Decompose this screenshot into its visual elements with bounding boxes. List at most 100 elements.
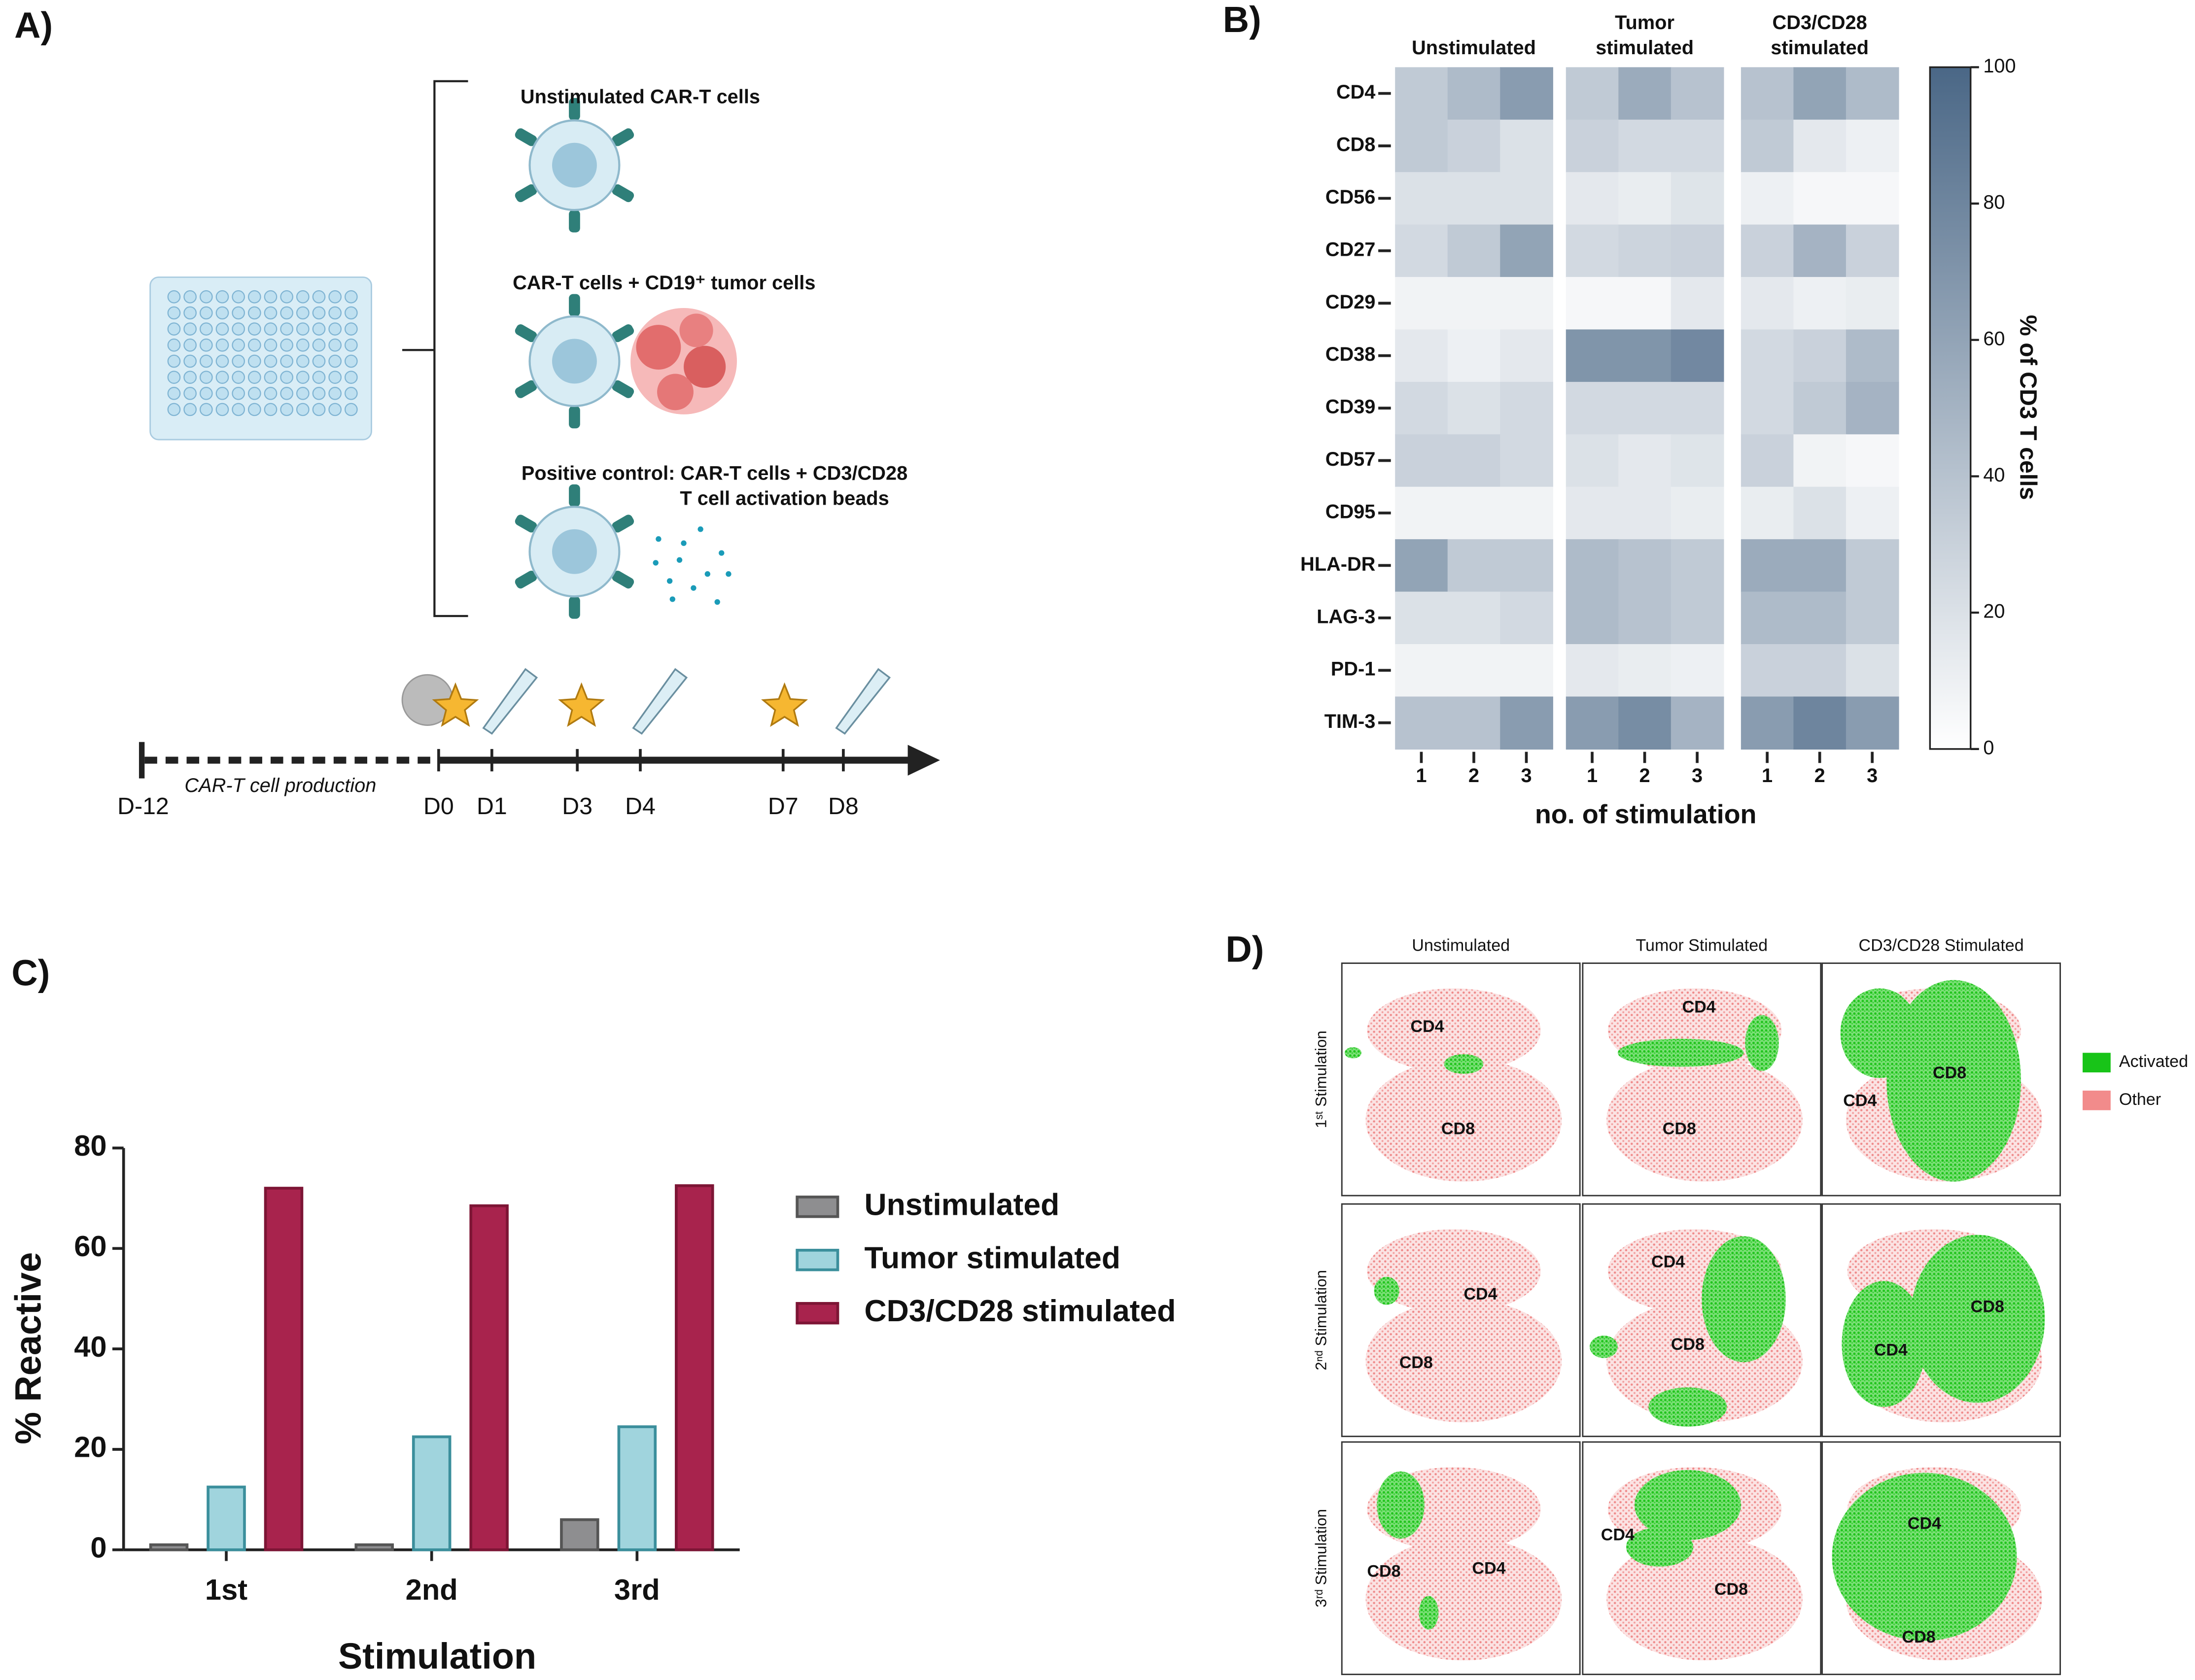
activated-cluster	[1648, 1387, 1727, 1427]
heat-cell	[1793, 67, 1847, 120]
nucleus	[552, 142, 597, 188]
heat-cell	[1846, 696, 1899, 750]
well	[232, 403, 245, 416]
bar	[617, 1425, 657, 1551]
condition-label: CAR-T cells + CD19⁺ tumor cells	[513, 272, 815, 294]
well	[264, 386, 278, 400]
heat-cell	[1395, 329, 1448, 383]
well	[215, 354, 229, 368]
heat-cell	[1793, 591, 1847, 645]
heat-cell	[1566, 591, 1619, 645]
heat-cell	[1395, 67, 1448, 120]
heat-cell	[1793, 224, 1847, 278]
heat-cell	[1618, 119, 1672, 173]
group-title: Tumor	[1615, 12, 1674, 34]
row-label: CD29	[1325, 291, 1376, 313]
timeline-arrow	[907, 745, 940, 776]
well	[344, 290, 358, 304]
activated-cluster	[1910, 1234, 2045, 1403]
row-label: TIM-3	[1324, 711, 1376, 732]
other-cluster	[1606, 1537, 1803, 1661]
heat-cell	[1395, 381, 1448, 435]
receptor	[569, 98, 580, 121]
heat-cell	[1618, 329, 1672, 383]
legend-swatch	[2083, 1053, 2111, 1073]
y-tick-label: 40	[74, 1330, 106, 1363]
well	[167, 290, 181, 304]
day-label: D3	[562, 793, 592, 820]
well	[247, 354, 261, 368]
bead	[666, 578, 673, 584]
heat-cell	[1793, 172, 1847, 225]
bar	[469, 1204, 509, 1551]
well	[199, 386, 213, 400]
heat-cell	[1846, 329, 1899, 383]
col-label: 3	[1867, 765, 1878, 787]
receptor	[515, 514, 537, 533]
row-label: CD38	[1325, 343, 1376, 365]
legend-swatch	[796, 1249, 839, 1271]
row-title: 1ˢᵗ Stimulation	[1313, 1030, 1330, 1128]
legend-swatch	[796, 1196, 839, 1218]
cluster-label: CD8	[1441, 1120, 1475, 1138]
y-tick-label: 0	[90, 1531, 106, 1564]
cluster-label: CD8	[1933, 1063, 1966, 1082]
heat-cell	[1447, 172, 1501, 225]
well	[328, 371, 342, 384]
other-cluster	[1365, 1299, 1562, 1423]
heat-cell	[1671, 696, 1724, 750]
heat-cell	[1793, 486, 1847, 540]
heat-cell	[1500, 591, 1553, 645]
bar	[560, 1518, 599, 1551]
well	[344, 386, 358, 400]
well	[328, 290, 342, 304]
cluster-label: CD8	[1399, 1353, 1433, 1372]
well	[183, 403, 197, 416]
column-title: CD3/CD28 Stimulated	[1858, 936, 2023, 955]
x-tick-label: 1st	[205, 1573, 247, 1606]
heat-cell	[1566, 539, 1619, 592]
heat-cell	[1671, 119, 1724, 173]
bar	[675, 1184, 714, 1551]
well	[183, 322, 197, 336]
well	[167, 322, 181, 336]
well	[215, 322, 229, 336]
x-axis-label: Stimulation	[338, 1636, 536, 1677]
heat-cell	[1671, 329, 1724, 383]
activated-cluster	[1840, 988, 1919, 1078]
day-label: D1	[477, 793, 507, 820]
well	[280, 322, 294, 336]
heat-cell	[1500, 119, 1553, 173]
heat-cell	[1671, 224, 1724, 278]
well	[183, 306, 197, 320]
heat-cell	[1741, 486, 1794, 540]
x-tick-label: 3rd	[614, 1573, 660, 1606]
panel-label: B)	[1223, 0, 1261, 40]
cluster-label: CD4	[1874, 1340, 1908, 1359]
heat-cell	[1395, 486, 1448, 540]
heat-cell	[1846, 172, 1899, 225]
bar	[354, 1543, 394, 1551]
heat-cell	[1395, 224, 1448, 278]
bead	[676, 557, 683, 563]
bead	[697, 526, 703, 532]
well	[312, 403, 326, 416]
row-label: CD56	[1325, 186, 1376, 208]
well	[264, 306, 278, 320]
bracket	[402, 80, 468, 617]
heat-cell	[1671, 486, 1724, 540]
cluster-label: CD8	[1714, 1580, 1748, 1599]
heat-cell	[1447, 539, 1501, 592]
well	[232, 322, 245, 336]
heat-cell	[1395, 434, 1448, 487]
well	[264, 403, 278, 416]
tumor-cells	[630, 308, 737, 414]
heat-cell	[1618, 277, 1672, 330]
col-label: 1	[1762, 765, 1773, 787]
receptor	[569, 596, 580, 619]
cluster-label: CD4	[1472, 1559, 1505, 1578]
heat-cell	[1618, 539, 1672, 592]
cluster-label: CD4	[1410, 1017, 1444, 1036]
heat-cell	[1500, 644, 1553, 697]
well	[312, 354, 326, 368]
